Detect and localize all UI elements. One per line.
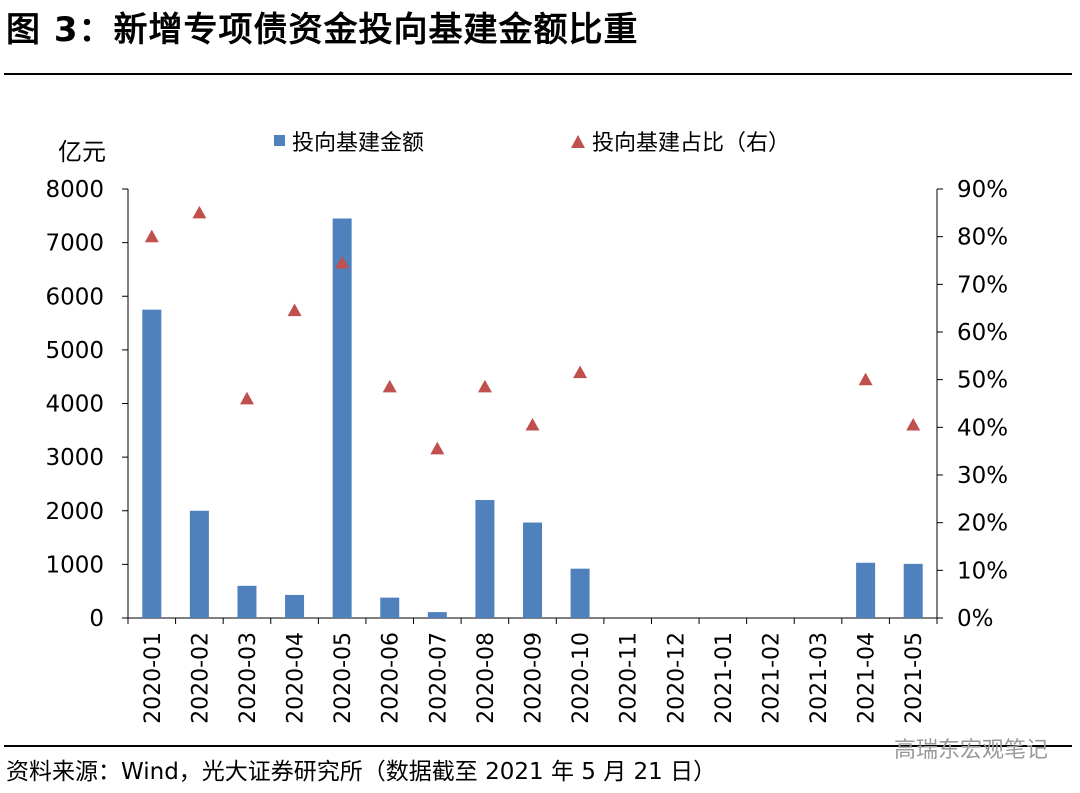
x-tick-label: 2021-03 (807, 632, 832, 724)
legend-bar-swatch (274, 135, 285, 146)
source-divider (4, 745, 1072, 747)
bar-2021-04 (856, 562, 876, 618)
plot-area: 0 1000 2000 3000 4000 5000 6000 7000 8000 0% 10% 20… (45, 177, 1008, 724)
marker-2020-07 (430, 441, 445, 455)
bar-2020-07 (427, 612, 447, 618)
right-tick-label: 0% (957, 606, 994, 632)
right-tick-label: 20% (957, 511, 1008, 537)
chart-legend: 投向基建金额 投向基建占比（右） (274, 131, 790, 156)
bar-2020-02 (189, 510, 209, 618)
left-tick-label: 6000 (45, 284, 104, 310)
left-tick-label: 2000 (45, 499, 104, 525)
bar-2020-05 (332, 218, 352, 618)
bar-2020-09 (523, 522, 542, 618)
bar-2020-01 (142, 309, 162, 618)
x-tick-label: 2021-04 (855, 632, 880, 724)
marker-2020-06 (382, 379, 397, 393)
right-tick-label: 10% (957, 558, 1008, 584)
left-tick-label: 7000 (45, 231, 104, 257)
x-tick-label: 2020-07 (426, 632, 451, 724)
right-tick-label: 30% (957, 463, 1008, 489)
x-tick-label: 2020-06 (379, 632, 404, 724)
legend-bar-label: 投向基建金额 (292, 131, 424, 156)
x-tick-label: 2021-02 (759, 632, 784, 724)
x-tick-label: 2020-04 (284, 632, 309, 724)
x-tick-label: 2021-01 (712, 632, 737, 724)
left-tick-label: 8000 (45, 177, 104, 203)
bar-2020-10 (570, 568, 590, 618)
x-tick-label: 2020-08 (474, 632, 499, 724)
right-tick-label: 70% (957, 272, 1008, 298)
right-tick-label: 90% (957, 177, 1008, 203)
x-tick-label: 2020-05 (331, 632, 356, 724)
marker-2020-09 (525, 417, 540, 431)
bar-2021-05 (903, 563, 923, 618)
left-tick-label: 3000 (45, 445, 104, 471)
x-tick-label: 2020-09 (522, 632, 547, 724)
marker-2020-05 (335, 255, 350, 269)
legend-marker-swatch (571, 135, 585, 148)
right-tick-label: 40% (957, 415, 1008, 441)
left-tick-label: 1000 (45, 552, 104, 578)
x-tick-label: 2020-01 (141, 632, 166, 724)
left-tick-label: 0 (89, 606, 104, 632)
bar-2020-06 (380, 597, 400, 618)
x-tick-label: 2020-10 (569, 632, 594, 724)
marker-2020-02 (192, 205, 207, 219)
marker-2020-10 (573, 365, 588, 379)
marker-2020-08 (477, 379, 492, 393)
bar-2020-03 (237, 585, 257, 618)
watermark: 高瑞东宏观笔记 (893, 738, 1048, 763)
marker-2020-03 (239, 391, 254, 405)
marker-2021-05 (906, 417, 921, 431)
source-note: 资料来源：Wind，光大证券研究所（数据截至 2021 年 5 月 21 日） (6, 759, 717, 785)
left-axis-unit: 亿元 (58, 138, 106, 166)
left-tick-label: 5000 (45, 338, 104, 364)
x-tick-label: 2020-11 (617, 632, 642, 724)
x-tick-label: 2020-02 (188, 632, 213, 724)
left-tick-label: 4000 (45, 392, 104, 418)
bar-2020-08 (475, 500, 495, 618)
x-tick-label: 2020-12 (664, 632, 689, 724)
bar-2020-04 (285, 594, 305, 618)
right-tick-label: 50% (957, 368, 1008, 394)
marker-2020-01 (144, 229, 159, 243)
title-divider (4, 73, 1072, 75)
legend-marker-label: 投向基建占比（右） (592, 131, 790, 156)
x-tick-label: 2021-05 (902, 632, 927, 724)
chart-area: 投向基建金额 投向基建占比（右） 亿元 0 1000 2000 3000 4000 500… (45, 131, 1008, 724)
right-tick-label: 60% (957, 320, 1008, 346)
marker-2020-04 (287, 303, 302, 317)
figure-title: 图 3：新增专项债资金投向基建金额比重 (6, 10, 639, 50)
marker-2021-04 (858, 372, 873, 386)
right-tick-label: 80% (957, 225, 1008, 251)
x-tick-label: 2020-03 (236, 632, 261, 724)
